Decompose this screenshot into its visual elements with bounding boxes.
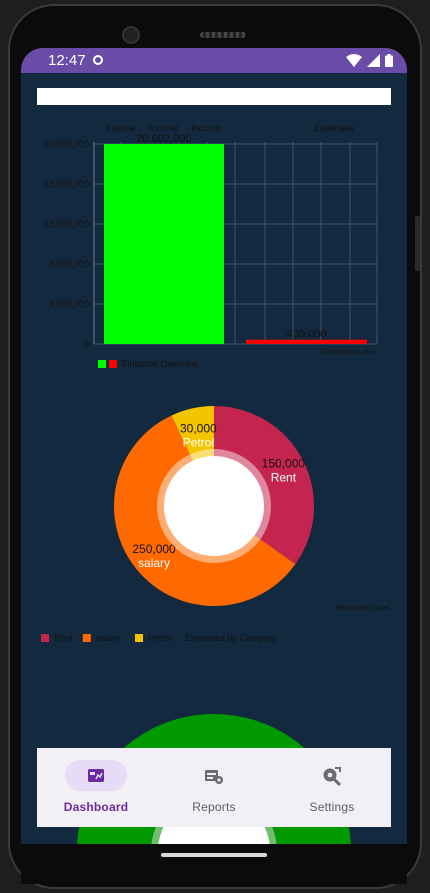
pie-value-label: 30,000 [180, 422, 217, 436]
nav-pill-settings [301, 760, 363, 791]
pie-legend-title: Expenses by Category [185, 633, 276, 643]
pie-chart: 150,000 Rent 250,000 salary 30,000 Petrol Desc… [21, 393, 407, 653]
signal-icon [367, 54, 380, 67]
y-tick-label: 16,000,000 [44, 179, 89, 189]
pie-chart-svg: 150,000Rent250,000salary30,000PetrolDesc… [41, 406, 391, 643]
y-tick-label: 0 [84, 339, 89, 349]
y-tick-label: 8,000,000 [49, 259, 89, 269]
bottom-navigation: Dashboard Reports [37, 748, 391, 827]
nav-pill-dashboard [65, 760, 127, 791]
legend-label: Financial Overview [122, 359, 199, 369]
battery-icon [385, 54, 393, 67]
top-category-label: Income [149, 123, 179, 133]
pie-slice-rent [214, 406, 314, 565]
volume-button [415, 216, 420, 271]
status-icons [346, 54, 393, 67]
nav-item-dashboard[interactable]: Dashboard [37, 748, 155, 827]
earpiece-speaker [200, 32, 246, 38]
top-category-label: Income [106, 123, 136, 133]
reports-icon [205, 769, 223, 784]
nav-label-reports: Reports [192, 800, 236, 814]
nav-pill-reports [183, 760, 245, 791]
settings-icon [323, 766, 342, 786]
pie-legend-swatch [135, 634, 143, 642]
pie-category-label: Petrol [183, 436, 214, 450]
y-tick-label: 4,000,000 [49, 299, 89, 309]
bar-value-label: 20,002,000 [136, 133, 191, 145]
nav-label-dashboard: Dashboard [63, 800, 129, 814]
top-category-label: Income [191, 123, 221, 133]
description-label: Description Label [321, 349, 376, 356]
donut-hole [164, 456, 264, 556]
pie-legend-swatch [41, 634, 49, 642]
pie-value-label: 250,000 [132, 542, 176, 556]
top-category-label: Expenses [314, 123, 354, 133]
app-screen: 12:47 0 4,000,000 8,000,000 12,000,000 16,00… [21, 48, 407, 844]
home-indicator[interactable] [161, 853, 267, 857]
bar-income [104, 144, 224, 344]
bar-value-label: 430,000 [287, 329, 327, 341]
nav-label-settings: Settings [309, 800, 355, 814]
status-bar: 12:47 [21, 48, 407, 73]
nav-item-reports[interactable]: Reports [155, 748, 273, 827]
notification-icon [93, 55, 103, 65]
nav-item-settings[interactable]: Settings [273, 748, 391, 827]
bar-chart: 0 4,000,000 8,000,000 12,000,000 16,000,000 2… [21, 118, 407, 378]
pie-category-label: Rent [271, 470, 297, 484]
bar-expenses [246, 339, 367, 344]
pie-legend-label: Rent [54, 633, 74, 643]
wifi-icon [346, 54, 362, 67]
bar-chart-svg: 0 4,000,000 8,000,000 12,000,000 16,000,000 2… [44, 123, 378, 369]
pie-legend-label: Petrol [148, 633, 172, 643]
search-field[interactable] [37, 88, 391, 105]
pie-legend-swatch [82, 634, 91, 642]
status-time: 12:47 [48, 52, 86, 69]
legend-swatch-income [98, 360, 106, 368]
system-navigation-bar [21, 844, 407, 884]
legend-swatch-expenses [109, 360, 117, 368]
pie-value-label: 150,000 [262, 456, 306, 470]
y-tick-label: 20,000,000 [44, 139, 89, 149]
pie-legend-label: salary [96, 633, 121, 643]
y-tick-label: 12,000,000 [44, 219, 89, 229]
pie-description-label: Description Label [336, 605, 391, 612]
pie-category-label: salary [138, 556, 170, 570]
dashboard-icon [88, 768, 104, 782]
front-camera [122, 26, 140, 44]
